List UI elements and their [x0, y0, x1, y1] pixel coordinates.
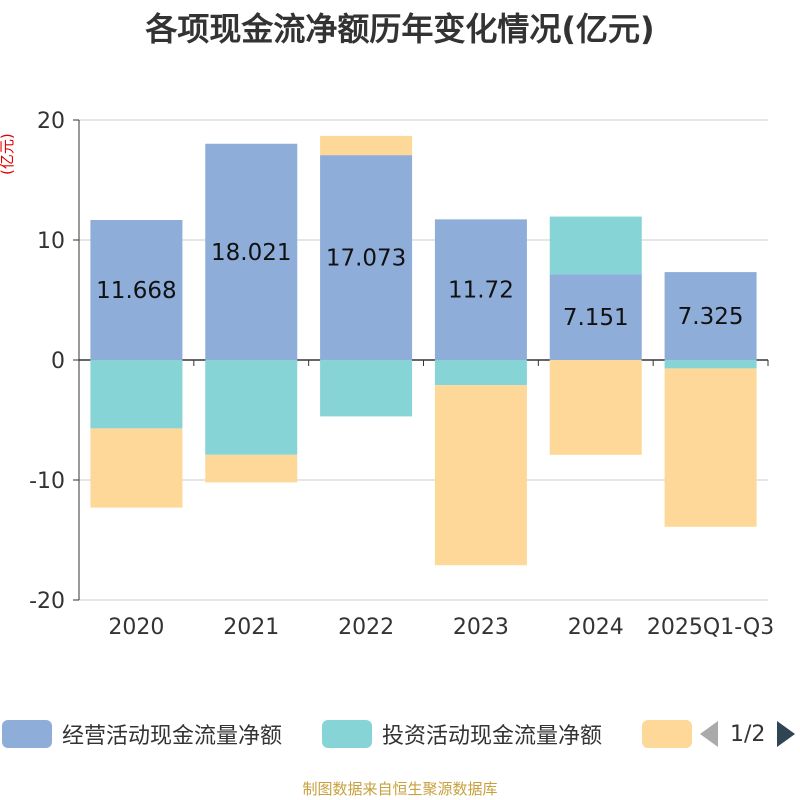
- chart-title: 各项现金流净额历年变化情况(亿元): [145, 10, 655, 48]
- chart-plot: 20 10 0 -10 -20 11.668 2020 18.021 2021 17.073 202…: [29, 109, 774, 640]
- bar-series1-2023: [434, 360, 527, 386]
- legend-prev-page-icon[interactable]: [700, 721, 718, 747]
- bar-data-label: 11.72: [448, 278, 514, 304]
- x-tick-label: 2021: [223, 615, 279, 640]
- x-tick-label: 2020: [108, 615, 164, 640]
- bar-series2-2023: [434, 385, 527, 566]
- bar-data-label: 7.325: [678, 304, 744, 330]
- y-tick-label: 0: [51, 349, 65, 374]
- bar-series0-2025Q1-Q3: [664, 272, 757, 360]
- bar-data-label: 18.021: [211, 240, 291, 266]
- legend-swatch-financing: [642, 720, 692, 748]
- bar-series0-2022: [320, 155, 413, 360]
- legend-item-investing[interactable]: 投资活动现金流量净额: [322, 714, 602, 754]
- x-tick-label: 2023: [453, 615, 509, 640]
- x-tick-label: 2025Q1-Q3: [647, 615, 774, 640]
- bar-series2-2021: [205, 454, 298, 483]
- bar-series1-2025Q1-Q3: [664, 360, 757, 369]
- bar-data-label: 17.073: [326, 246, 406, 272]
- data-source-note: 制图数据来自恒生聚源数据库: [302, 780, 498, 798]
- y-tick-label: -20: [29, 589, 65, 614]
- y-tick-label: -10: [29, 469, 65, 494]
- legend-item-financing[interactable]: [642, 714, 702, 754]
- bar-series2-2025Q1-Q3: [664, 368, 757, 527]
- legend-label-operating: 经营活动现金流量净额: [62, 724, 283, 749]
- x-tick-label: 2022: [338, 615, 394, 640]
- bar-series0-2023: [434, 219, 527, 360]
- y-tick-label: 10: [37, 229, 65, 254]
- bar-series2-2024: [549, 360, 642, 455]
- bar-data-label: 11.668: [96, 278, 176, 304]
- bar-series2-2020: [90, 428, 183, 508]
- y-tick-label: 20: [37, 109, 65, 134]
- legend-pager: 1/2: [700, 714, 796, 754]
- legend: 经营活动现金流量净额 投资活动现金流量净额 1/2: [0, 714, 800, 754]
- legend-swatch-investing: [322, 720, 372, 748]
- legend-label-investing: 投资活动现金流量净额: [382, 724, 603, 749]
- bar-series1-2021: [205, 360, 298, 455]
- legend-swatch-operating: [2, 720, 52, 748]
- legend-next-page-icon[interactable]: [777, 721, 796, 747]
- bar-data-label: 7.151: [563, 305, 629, 331]
- bar-series2-2022: [320, 135, 413, 156]
- bar-series0-2024: [549, 274, 642, 360]
- legend-page-indicator: 1/2: [730, 721, 766, 747]
- bar-series1-2022: [320, 360, 413, 417]
- x-tick-label: 2024: [568, 615, 624, 640]
- bar-series1-2020: [90, 360, 183, 429]
- bar-series1-2024: [549, 216, 642, 275]
- legend-item-operating[interactable]: 经营活动现金流量净额: [2, 714, 282, 754]
- bar-series0-2020: [90, 219, 183, 360]
- bar-series0-2021: [205, 143, 298, 360]
